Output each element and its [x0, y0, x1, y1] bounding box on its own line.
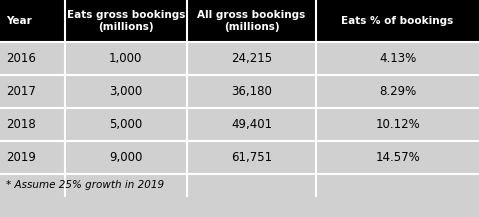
Text: 2017: 2017: [6, 85, 35, 98]
Text: 2016: 2016: [6, 52, 35, 65]
Text: 8.29%: 8.29%: [379, 85, 416, 98]
Text: 10.12%: 10.12%: [375, 118, 420, 131]
Bar: [0, 108, 479, 141]
Text: 5,000: 5,000: [109, 118, 142, 131]
Text: All gross bookings
(millions): All gross bookings (millions): [197, 10, 306, 32]
Text: Eats % of bookings: Eats % of bookings: [342, 16, 454, 26]
Text: 36,180: 36,180: [231, 85, 272, 98]
Text: 24,215: 24,215: [231, 52, 272, 65]
Bar: [0, 141, 479, 174]
Text: 3,000: 3,000: [109, 85, 142, 98]
Text: Year: Year: [6, 16, 32, 26]
Text: 2019: 2019: [6, 151, 35, 164]
Text: 14.57%: 14.57%: [375, 151, 420, 164]
Bar: [0, 174, 479, 196]
Text: 2018: 2018: [6, 118, 35, 131]
Text: 1,000: 1,000: [109, 52, 142, 65]
Bar: [0, 75, 479, 108]
Text: Eats gross bookings
(millions): Eats gross bookings (millions): [67, 10, 185, 32]
Text: 4.13%: 4.13%: [379, 52, 416, 65]
Text: 61,751: 61,751: [231, 151, 272, 164]
Bar: [0, 0, 479, 42]
Bar: [0, 42, 479, 75]
Text: 49,401: 49,401: [231, 118, 272, 131]
Text: 9,000: 9,000: [109, 151, 142, 164]
Text: * Assume 25% growth in 2019: * Assume 25% growth in 2019: [6, 180, 164, 190]
